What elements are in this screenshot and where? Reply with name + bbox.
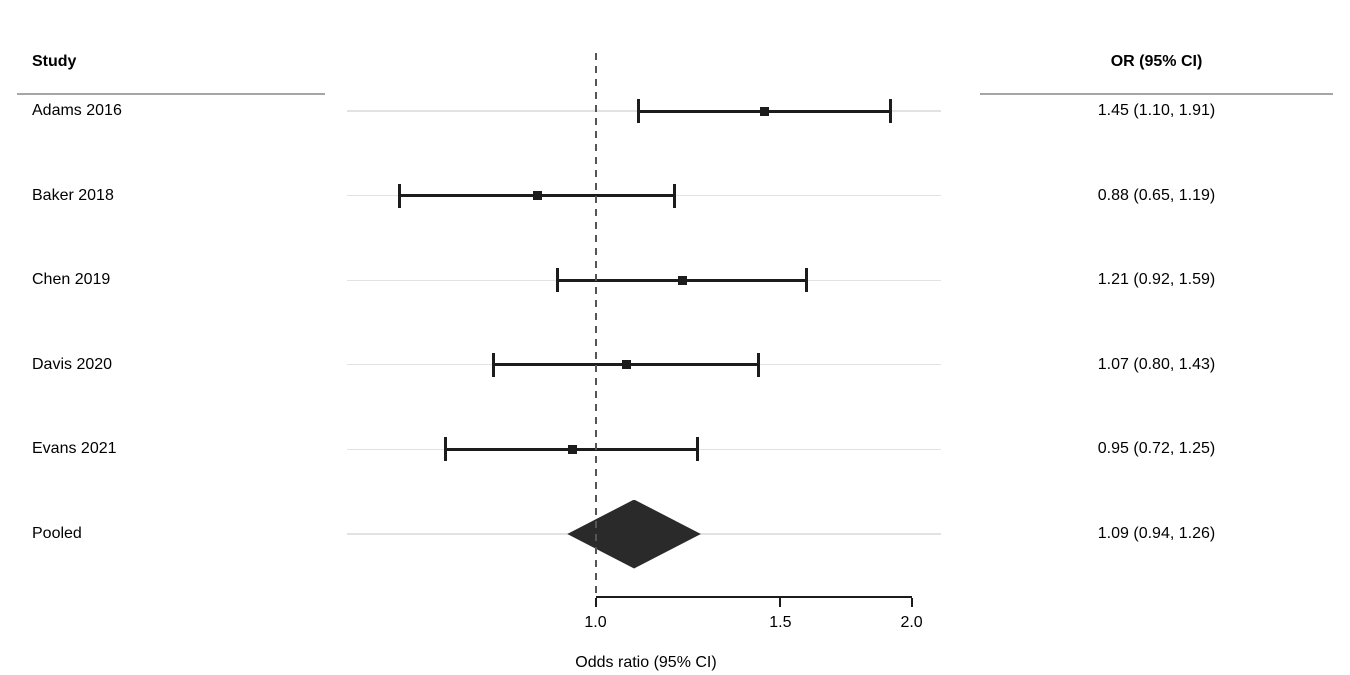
study-row-label: Adams 2016 [32,102,122,119]
or-ci-value: 1.21 (0.92, 1.59) [1097,271,1216,289]
study-header-separator [17,93,325,95]
ci-upper-cap [889,99,893,123]
x-axis-tick-label: 1.0 [584,614,607,631]
x-axis-line [595,596,912,598]
point-estimate-marker [677,275,687,285]
study-row-label: Evans 2021 [32,440,117,458]
or-header-separator [980,93,1333,95]
study-row-label: Chen 2019 [32,271,111,289]
point-estimate-marker [567,444,577,454]
pooled-row-label: Pooled [32,525,82,542]
study-row-label: Baker 2018 [32,186,114,204]
point-estimate-marker [760,106,770,116]
x-axis-tick-label: 2.0 [900,614,923,631]
ci-lower-cap [444,437,448,462]
study-row-label: Davis 2020 [32,355,113,373]
pooled-diamond-marker [567,499,701,569]
ci-upper-cap [805,268,809,293]
x-axis-tick-label: 1.5 [769,614,792,631]
x-axis-title: Odds ratio (95% CI) [575,654,717,671]
x-axis-tick [779,598,782,607]
ci-lower-cap [637,99,641,123]
or-ci-value: 1.09 (0.94, 1.26) [1097,525,1216,542]
point-estimate-marker [532,191,542,201]
ci-lower-cap [492,352,496,377]
ci-upper-cap [757,352,761,377]
point-estimate-marker [621,360,631,370]
ci-lower-cap [555,268,559,293]
or-ci-value: 1.45 (1.10, 1.91) [1097,102,1216,119]
or-ci-value: 0.88 (0.65, 1.19) [1097,186,1216,204]
x-axis-tick [594,598,597,607]
ci-upper-cap [695,437,699,462]
study-column-header: Study [32,53,77,70]
or-column-header: OR (95% CI) [1110,53,1203,70]
x-axis-tick [910,598,913,607]
ci-upper-cap [673,183,677,208]
or-ci-value: 1.07 (0.80, 1.43) [1097,355,1216,373]
or-ci-value: 0.95 (0.72, 1.25) [1097,440,1216,458]
reference-line-or-1 [594,53,597,596]
ci-lower-cap [397,183,401,208]
